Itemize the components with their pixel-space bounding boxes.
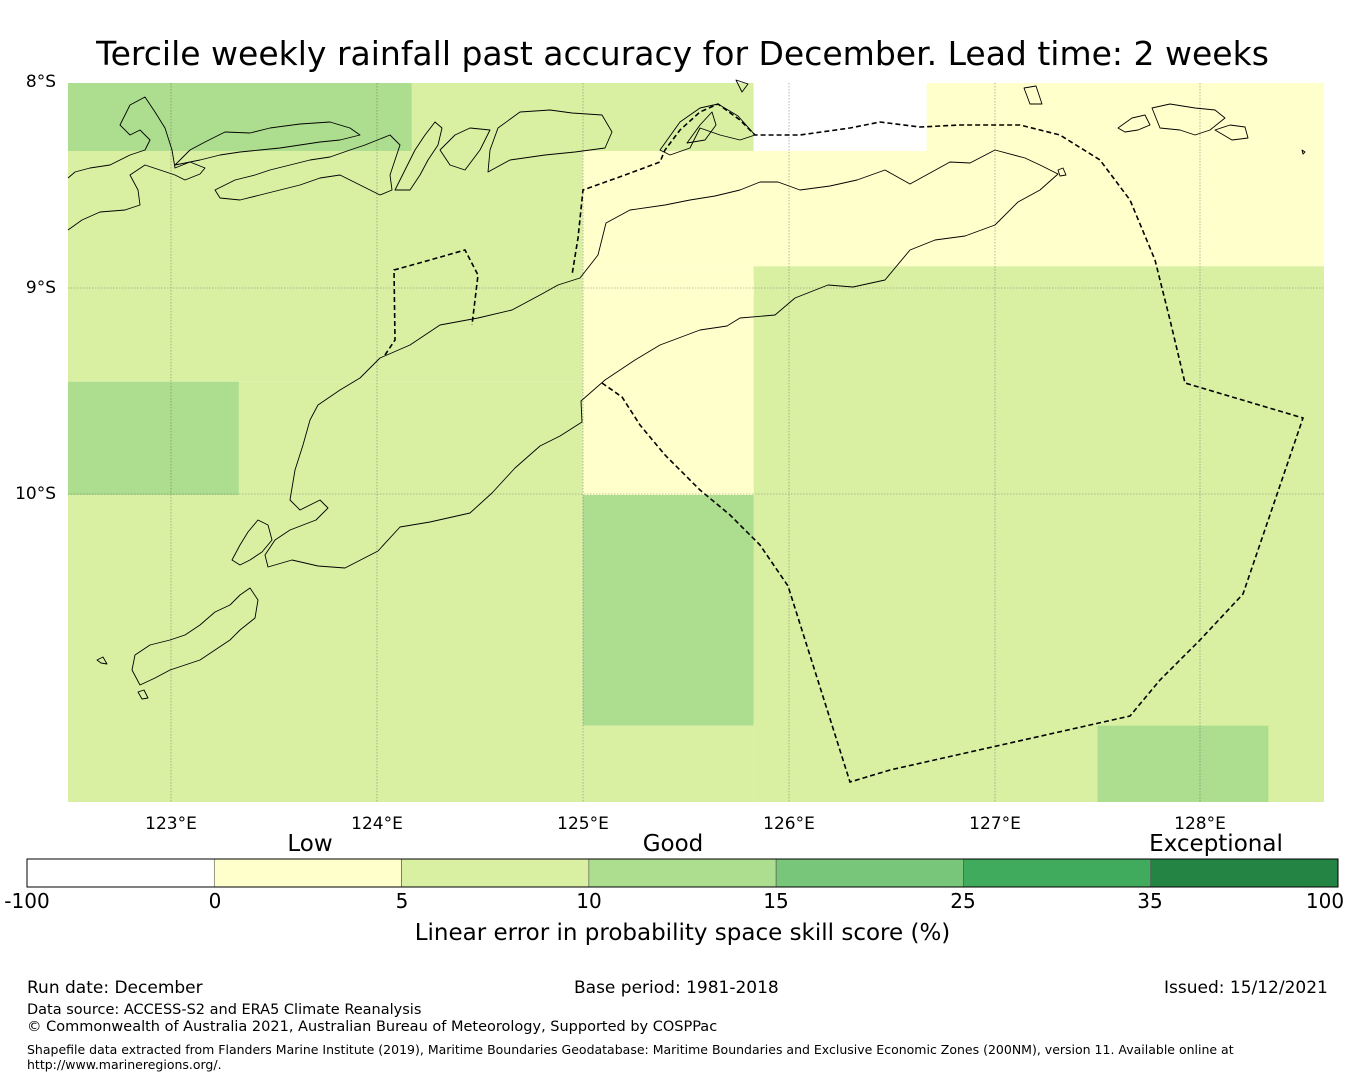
leti-outline xyxy=(1117,114,1151,133)
colorbar-segment xyxy=(26,858,215,888)
category-low: Low xyxy=(287,831,333,857)
oecusse-boundary xyxy=(384,249,479,356)
timor-island-outline xyxy=(264,149,1059,569)
grid-cell xyxy=(68,495,583,802)
colorbar-segment xyxy=(1150,858,1339,888)
colorbar-segment xyxy=(775,858,964,888)
lat-label-8s: 8°S xyxy=(25,72,56,92)
alor-west-outline xyxy=(439,127,491,171)
grid-cell xyxy=(582,150,1324,267)
kisar-outline xyxy=(1023,85,1043,105)
lakor-outline xyxy=(1214,124,1249,141)
base-period: Base period: 1981-2018 xyxy=(574,978,779,998)
lon-label-127e: 127°E xyxy=(969,814,1021,834)
cbar-tick-label: 15 xyxy=(763,889,789,913)
grid-cell xyxy=(926,83,1324,151)
cbar-tick-label: 10 xyxy=(576,889,602,913)
cbar-tick-label: 5 xyxy=(395,889,409,913)
cbar-tick-label: 35 xyxy=(1137,889,1163,913)
category-good: Good xyxy=(642,831,704,857)
small-island-1 xyxy=(686,111,717,144)
lat-label-10s: 10°S xyxy=(15,484,56,504)
run-date: Run date: December xyxy=(27,978,203,998)
moa-outline xyxy=(1151,103,1226,136)
colorbar xyxy=(26,858,1339,888)
lon-label-124e: 124°E xyxy=(351,814,403,834)
shapefile-url: http://www.marineregions.org/. xyxy=(27,1057,222,1072)
grid-cell xyxy=(68,83,412,151)
issued-date: Issued: 15/12/2021 xyxy=(1164,978,1328,998)
small-island-3 xyxy=(1057,167,1067,177)
lat-label-9s: 9°S xyxy=(25,278,56,298)
ndana-outline xyxy=(137,689,149,700)
lon-label-123e: 123°E xyxy=(145,814,197,834)
colorbar-segment xyxy=(213,858,402,888)
lon-label-128e: 128°E xyxy=(1174,814,1226,834)
lembata-outline xyxy=(174,121,361,166)
cbar-tick-label: 0 xyxy=(208,889,222,913)
colorbar-segment xyxy=(401,858,590,888)
colorbar-segment xyxy=(963,858,1152,888)
colorbar-segment xyxy=(588,858,777,888)
grid-cell xyxy=(753,83,927,151)
north-islands-outline xyxy=(487,109,613,173)
category-exceptional: Exceptional xyxy=(1149,831,1283,857)
grid-cell xyxy=(753,266,1324,803)
pantar-outline xyxy=(394,121,443,191)
savu-outline xyxy=(96,656,108,665)
cbar-tick-label: -100 xyxy=(4,889,50,913)
grid-cell xyxy=(582,495,754,726)
maritime-boundaries xyxy=(384,103,1305,783)
colorbar-outline xyxy=(26,858,1339,888)
copyright: © Commonwealth of Australia 2021, Austra… xyxy=(27,1019,718,1035)
graticule xyxy=(68,83,1324,802)
colorbar-label: Linear error in probability space skill … xyxy=(414,920,951,946)
grid-cell xyxy=(582,266,754,495)
skill-grid-cells xyxy=(68,83,1324,803)
grid-cell xyxy=(238,381,583,495)
semau-outline xyxy=(231,519,273,566)
grid-cell xyxy=(68,150,583,382)
rote-island-outline xyxy=(131,587,259,686)
eez-boundary-east xyxy=(571,103,1305,783)
grid-cell xyxy=(582,725,754,802)
grid-cell xyxy=(1097,725,1269,802)
small-island-2 xyxy=(735,79,749,93)
coastlines xyxy=(67,79,1306,700)
shapefile-credit: Shapefile data extracted from Flanders M… xyxy=(27,1042,1234,1057)
chart-title: Tercile weekly rainfall past accuracy fo… xyxy=(96,34,1269,73)
cbar-tick-label: 25 xyxy=(950,889,976,913)
small-island-4 xyxy=(1301,149,1306,155)
grid-cell xyxy=(68,381,239,495)
wetar-island-outline xyxy=(659,103,756,156)
lon-label-125e: 125°E xyxy=(557,814,609,834)
data-source: Data source: ACCESS-S2 and ERA5 Climate … xyxy=(27,1002,422,1018)
flores-coast-outline xyxy=(67,96,206,231)
lon-label-126e: 126°E xyxy=(763,814,815,834)
adonara-outline xyxy=(214,134,401,201)
cbar-tick-label: 100 xyxy=(1305,889,1345,913)
